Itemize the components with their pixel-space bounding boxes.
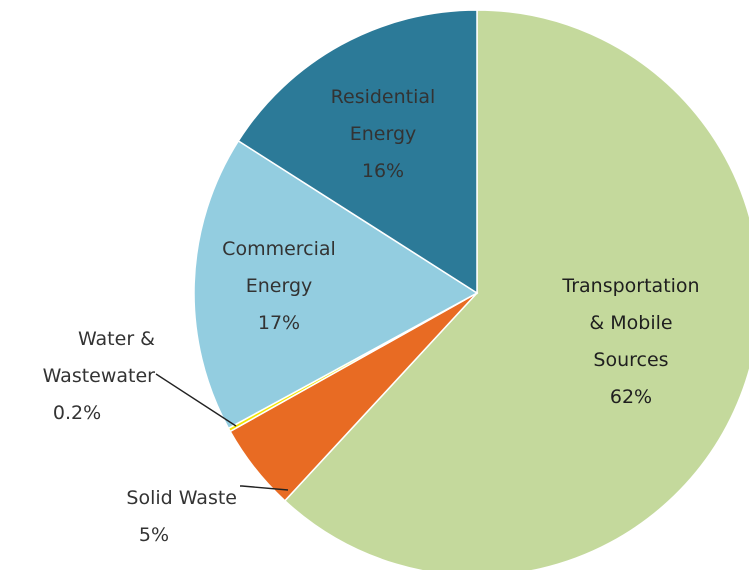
leader-line: [240, 485, 289, 491]
slice-name-label: & Mobile: [589, 312, 672, 334]
slice-value-label: 62%: [610, 386, 652, 408]
slice-name-label: Residential: [331, 86, 436, 108]
slice-value-label: 17%: [258, 312, 300, 334]
slice-name-label: Energy: [350, 123, 417, 145]
slice-name-label: Energy: [246, 275, 313, 297]
slice-name-label: Wastewater: [43, 365, 156, 387]
pie-slice-transportation-mobile-sources: [283, 9, 749, 570]
slice-name-label: Commercial: [222, 238, 336, 260]
slice-value-label: 16%: [362, 160, 404, 182]
slice-value-label: 5%: [139, 524, 169, 546]
pie-slices: [193, 9, 749, 570]
slice-labels: Transportation & Mobile Sources 62% Solid Wa…: [43, 86, 700, 546]
leader-lines: [155, 373, 289, 491]
slice-name-label: Solid Waste: [126, 487, 237, 509]
slice-name-label: Water &: [78, 328, 155, 350]
slice-name-label: Transportation: [561, 275, 699, 297]
slice-value-label: 0.2%: [53, 402, 101, 424]
pie-slice-residential-energy: [237, 9, 478, 295]
pie-slice-commercial-energy: [193, 139, 479, 430]
leader-line: [155, 373, 237, 427]
slice-name-label: Sources: [593, 349, 668, 371]
